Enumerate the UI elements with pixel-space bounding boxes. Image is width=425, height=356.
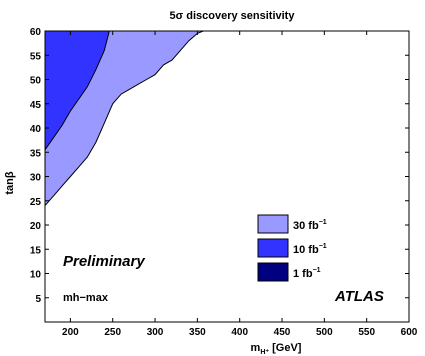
x-tick-label: 500	[316, 327, 333, 338]
x-tick-label: 550	[358, 327, 375, 338]
chart-title: 5σ discovery sensitivity	[170, 10, 296, 22]
legend-swatch-0	[257, 214, 289, 234]
x-tick-label: 200	[62, 327, 79, 338]
annotation-scenario: mh−max	[63, 292, 109, 304]
x-axis-label-main: m	[251, 342, 261, 354]
y-tick-label: 45	[30, 100, 42, 111]
y-axis-label: tanβ	[4, 171, 16, 195]
y-tick-label: 30	[30, 173, 42, 184]
x-axis-ticks: 200 250 300 350 400 450 500 550 600	[62, 31, 418, 338]
y-tick-label: 60	[30, 27, 42, 38]
legend-label-2: 1 fb−1	[293, 267, 321, 280]
x-tick-label: 450	[274, 327, 291, 338]
legend-swatch-2	[257, 262, 289, 282]
y-tick-label: 55	[30, 51, 42, 62]
x-tick-label: 350	[189, 327, 206, 338]
x-tick-label: 400	[231, 327, 248, 338]
y-tick-label: 50	[30, 76, 42, 87]
x-axis-label-unit: [GeV]	[269, 342, 302, 354]
y-tick-label: 20	[30, 221, 42, 232]
plot-areas	[44, 30, 204, 207]
y-axis-ticks: 5 10 15 20 25 30 35 40 45 50 55 60	[30, 27, 409, 305]
legend: 30 fb−1 10 fb−1 1 fb−1	[257, 214, 327, 282]
x-axis-label-subscript: H⁺	[260, 349, 269, 356]
x-axis-label: mH⁺ [GeV]	[251, 342, 302, 356]
y-tick-label: 15	[30, 245, 42, 256]
y-tick-label: 40	[30, 124, 42, 135]
y-tick-label: 10	[30, 270, 42, 281]
annotation-atlas: ATLAS	[334, 288, 384, 305]
legend-swatch-1	[257, 238, 289, 258]
legend-label-0: 30 fb−1	[293, 219, 327, 232]
y-tick-label: 35	[30, 148, 42, 159]
legend-label-1: 10 fb−1	[293, 243, 327, 256]
x-tick-label: 300	[147, 327, 164, 338]
x-tick-label: 600	[401, 327, 418, 338]
x-tick-label: 250	[104, 327, 121, 338]
y-tick-label: 5	[35, 294, 41, 305]
annotation-preliminary: Preliminary	[63, 253, 145, 270]
y-tick-label: 25	[30, 197, 42, 208]
